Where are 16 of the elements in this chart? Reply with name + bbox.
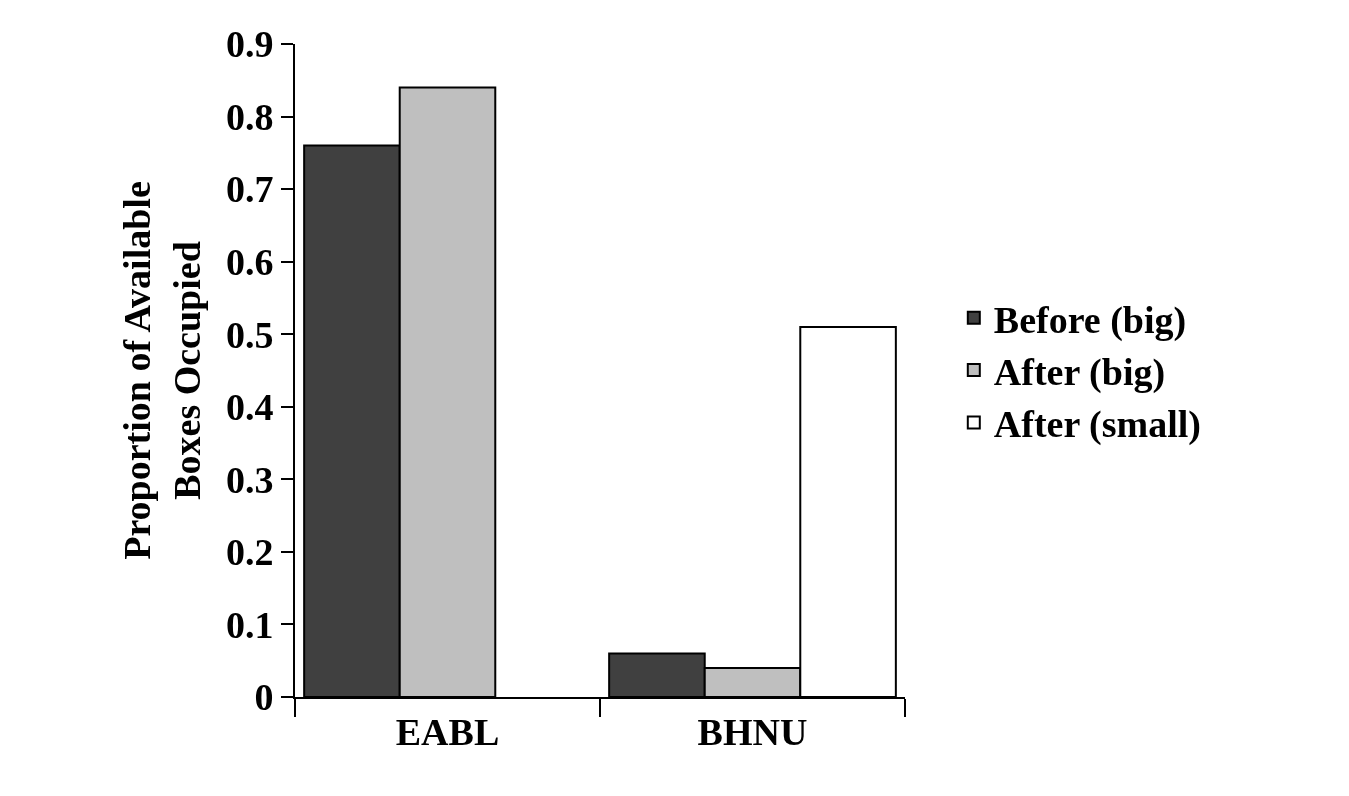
y-tick-label: 0.8 bbox=[225, 95, 274, 138]
y-axis-title: Proportion of Available Boxes Occupied bbox=[116, 181, 208, 560]
legend-label: Before (big) bbox=[993, 298, 1187, 342]
y-tick-label: 0.4 bbox=[225, 386, 274, 429]
x-tick-label: BHNU bbox=[697, 710, 808, 753]
y-tick-label: 0.7 bbox=[225, 168, 274, 211]
x-tick-label: EABL bbox=[395, 710, 500, 753]
legend-label: After (small) bbox=[993, 403, 1201, 447]
y-tick-label: 0.3 bbox=[225, 458, 274, 501]
y-tick-label: 0.2 bbox=[225, 531, 274, 574]
y-tick-label: 0.9 bbox=[225, 23, 274, 66]
legend-label: After (big) bbox=[993, 350, 1166, 394]
y-tick-label: 0.5 bbox=[225, 313, 274, 356]
y-tick-label: 0.6 bbox=[225, 240, 274, 283]
y-tick-label: 0 bbox=[254, 676, 274, 719]
y-tick-label: 0.1 bbox=[225, 603, 274, 646]
